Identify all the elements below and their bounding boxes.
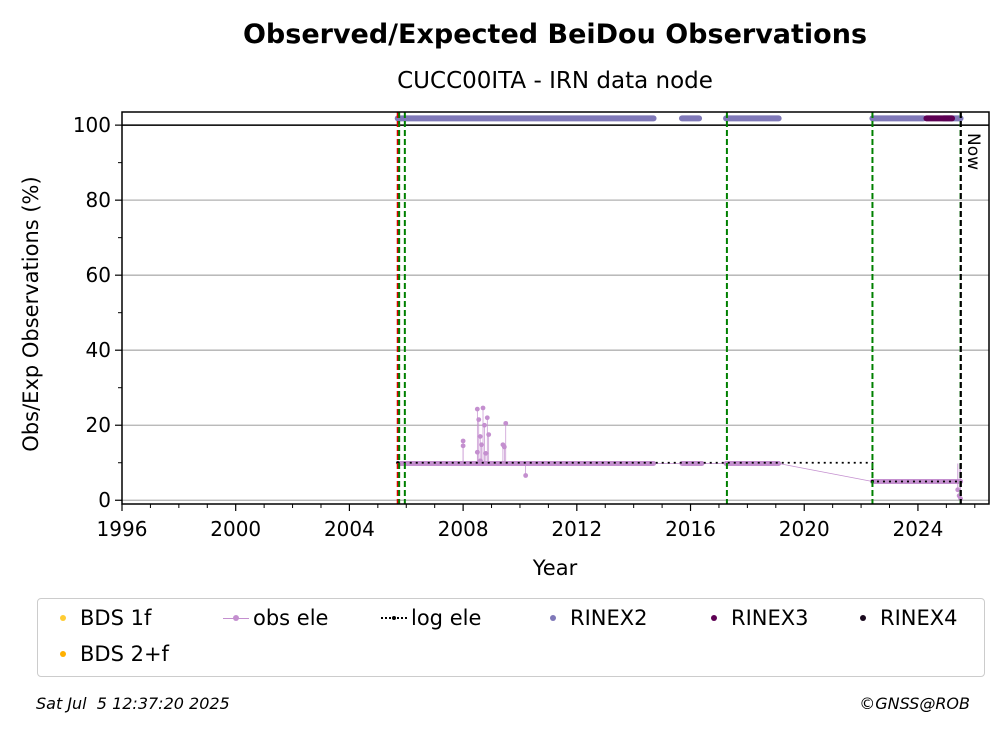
legend-label-bds1f: BDS 1f bbox=[80, 606, 152, 630]
x-tick-label: 2000 bbox=[210, 517, 261, 541]
obs-ele-point bbox=[484, 415, 490, 421]
y-tick-label: 80 bbox=[86, 188, 111, 212]
obs-ele-point bbox=[460, 438, 466, 444]
y-axis-label: Obs/Exp Observations (%) bbox=[19, 176, 43, 451]
obs-ele-point bbox=[460, 443, 466, 449]
legend-item-log-ele: log ele bbox=[381, 606, 481, 630]
legend-label-rinex4: RINEX4 bbox=[880, 606, 958, 630]
obs-ele-point bbox=[486, 432, 492, 438]
chart-title: Observed/Expected BeiDou Observations bbox=[243, 19, 867, 50]
obs-ele-point bbox=[477, 434, 483, 439]
dot-icon bbox=[392, 616, 396, 620]
legend-label-log-ele: log ele bbox=[411, 606, 482, 630]
x-tick-label: 1996 bbox=[97, 517, 148, 541]
x-tick-label: 2016 bbox=[665, 517, 716, 541]
obs-ele-point bbox=[476, 417, 482, 422]
legend-marker-bds2f bbox=[50, 648, 76, 660]
obs-ele-point bbox=[474, 406, 480, 412]
obs-ele-point bbox=[523, 473, 529, 478]
legend-label-rinex3: RINEX3 bbox=[731, 606, 809, 630]
chart-subtitle: CUCC00ITA - IRN data node bbox=[397, 68, 713, 94]
obs-ele-point bbox=[474, 449, 480, 455]
dot-icon bbox=[550, 615, 556, 621]
legend-marker-rinex2 bbox=[540, 612, 566, 624]
obs-ele-point bbox=[503, 420, 509, 426]
x-tick-label: 2020 bbox=[779, 517, 830, 541]
plot-layer bbox=[122, 112, 989, 504]
y-tick-label: 0 bbox=[98, 488, 111, 512]
legend: BDS 1f obs ele log ele RINEX2 RINEX3 RIN… bbox=[37, 598, 985, 677]
plot-frame bbox=[121, 111, 990, 505]
legend-label-obs-ele: obs ele bbox=[253, 606, 329, 630]
axis-layer: 0 20 40 60 80 100 1996 2000 2004 2008 2012 2016 2020… bbox=[73, 111, 990, 541]
obs-ele-point bbox=[480, 405, 486, 411]
obs-ele-point bbox=[477, 458, 483, 464]
credit: ©GNSS@ROB bbox=[859, 694, 970, 713]
x-tick-label: 2024 bbox=[892, 517, 943, 541]
legend-item-rinex3: RINEX3 bbox=[701, 606, 809, 630]
obs-ele-line bbox=[399, 463, 961, 482]
dot-icon bbox=[233, 615, 239, 621]
legend-marker-obs-ele bbox=[223, 612, 249, 624]
legend-item-obs-ele: obs ele bbox=[223, 606, 328, 630]
legend-marker-log-ele bbox=[381, 612, 407, 624]
legend-label-bds2f: BDS 2+f bbox=[80, 642, 169, 666]
legend-marker-rinex4 bbox=[850, 612, 876, 624]
legend-label-rinex2: RINEX2 bbox=[570, 606, 648, 630]
legend-item-bds2f: BDS 2+f bbox=[50, 642, 169, 666]
dot-icon bbox=[60, 651, 66, 657]
legend-item-rinex2: RINEX2 bbox=[540, 606, 648, 630]
y-tick-label: 20 bbox=[86, 413, 111, 437]
x-tick-label: 2012 bbox=[551, 517, 602, 541]
y-tick-label: 100 bbox=[73, 113, 111, 137]
dot-icon bbox=[711, 615, 717, 621]
legend-item-bds1f: BDS 1f bbox=[50, 606, 151, 630]
legend-marker-bds1f bbox=[50, 612, 76, 624]
y-tick-label: 60 bbox=[86, 263, 111, 287]
dot-icon bbox=[860, 615, 866, 621]
obs-ele-point bbox=[482, 422, 487, 428]
now-label: Now bbox=[963, 133, 983, 170]
dot-icon bbox=[60, 615, 66, 621]
x-tick-label: 2004 bbox=[324, 517, 375, 541]
legend-item-rinex4: RINEX4 bbox=[850, 606, 958, 630]
x-axis-label: Year bbox=[532, 556, 578, 580]
obs-ele-point bbox=[501, 444, 507, 450]
x-tick-label: 2008 bbox=[438, 517, 489, 541]
legend-marker-rinex3 bbox=[701, 612, 727, 624]
y-tick-label: 40 bbox=[86, 338, 111, 362]
timestamp: Sat Jul 5 12:37:20 2025 bbox=[36, 694, 230, 713]
